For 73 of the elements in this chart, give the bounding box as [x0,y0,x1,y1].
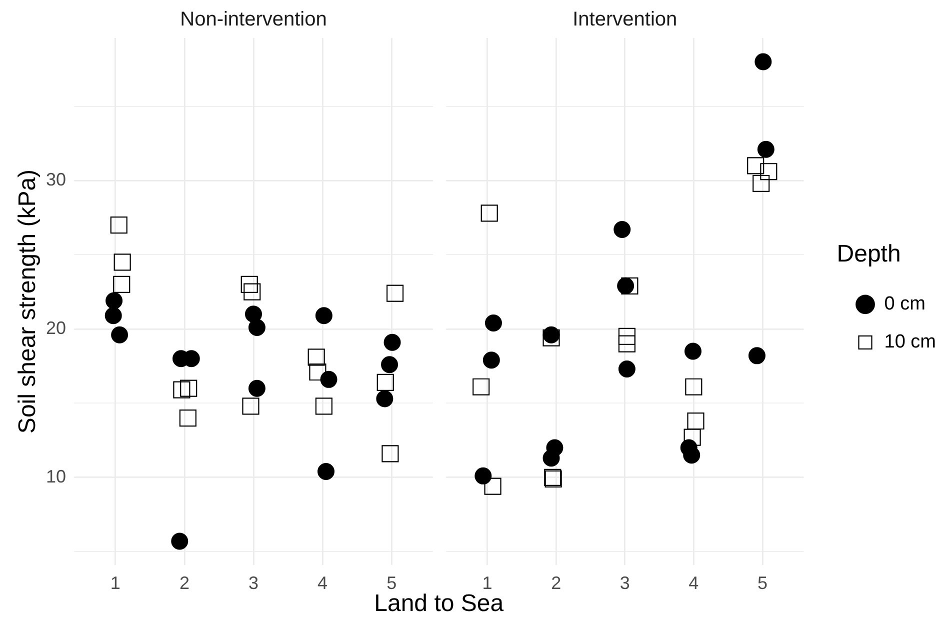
point [617,277,634,294]
point [244,283,261,300]
point [317,462,334,480]
point [245,306,262,323]
point [376,390,394,408]
point [179,409,196,427]
legend-label: 0 cm [884,294,926,315]
x-tick-label: 1 [482,572,492,593]
point [315,398,332,415]
point [684,342,702,360]
x-tick-label: 3 [248,572,259,593]
point [683,446,700,464]
legend-title: Depth [836,240,901,268]
point [484,478,502,495]
point [386,284,404,302]
x-tick-label: 4 [688,572,699,593]
point [621,277,638,294]
point [542,326,560,344]
point [480,204,498,222]
point [687,412,704,430]
point [484,314,502,332]
point [110,216,128,234]
x-tick-label: 2 [179,572,190,593]
point [315,307,332,324]
point [542,329,560,346]
point [474,467,492,484]
y-tick-label: 20 [46,318,66,338]
point [248,380,266,397]
point [618,360,636,378]
x-axis-title: Land to Sea [374,590,504,617]
point [747,157,764,174]
point [384,334,401,351]
x-tick-label: 4 [318,572,328,593]
point [685,378,702,396]
x-tick-label: 5 [386,572,397,593]
point [542,450,560,467]
point [111,326,128,344]
legend-label: 10 cm [884,332,936,353]
x-tick-label: 5 [757,572,768,593]
point [240,276,258,293]
point [113,276,130,293]
point [171,532,188,550]
point [757,140,774,158]
point [748,347,766,364]
point [376,374,394,391]
y-tick-label: 30 [46,169,66,190]
point [248,318,266,336]
y-axis-title: Soil shear strength (kPa) [14,169,42,434]
point [381,356,398,374]
point [114,254,131,271]
point [104,307,122,324]
y-tick-label: 10 [46,466,66,486]
point [618,335,636,352]
chart-title: Non-intervention [180,8,327,31]
point [752,174,770,192]
x-tick-label: 2 [551,572,562,593]
chart-title: Intervention [572,8,678,31]
point [308,348,325,366]
point [614,221,631,238]
point [180,380,198,397]
point [618,328,636,345]
point [760,163,778,180]
point [242,398,260,415]
x-tick-label: 1 [110,572,120,593]
point [320,370,338,388]
x-tick-label: 3 [620,572,630,593]
point [106,292,123,310]
point [309,363,326,381]
point [482,352,500,369]
point [382,445,399,462]
point [173,381,190,398]
point [472,378,490,396]
point [754,53,772,70]
